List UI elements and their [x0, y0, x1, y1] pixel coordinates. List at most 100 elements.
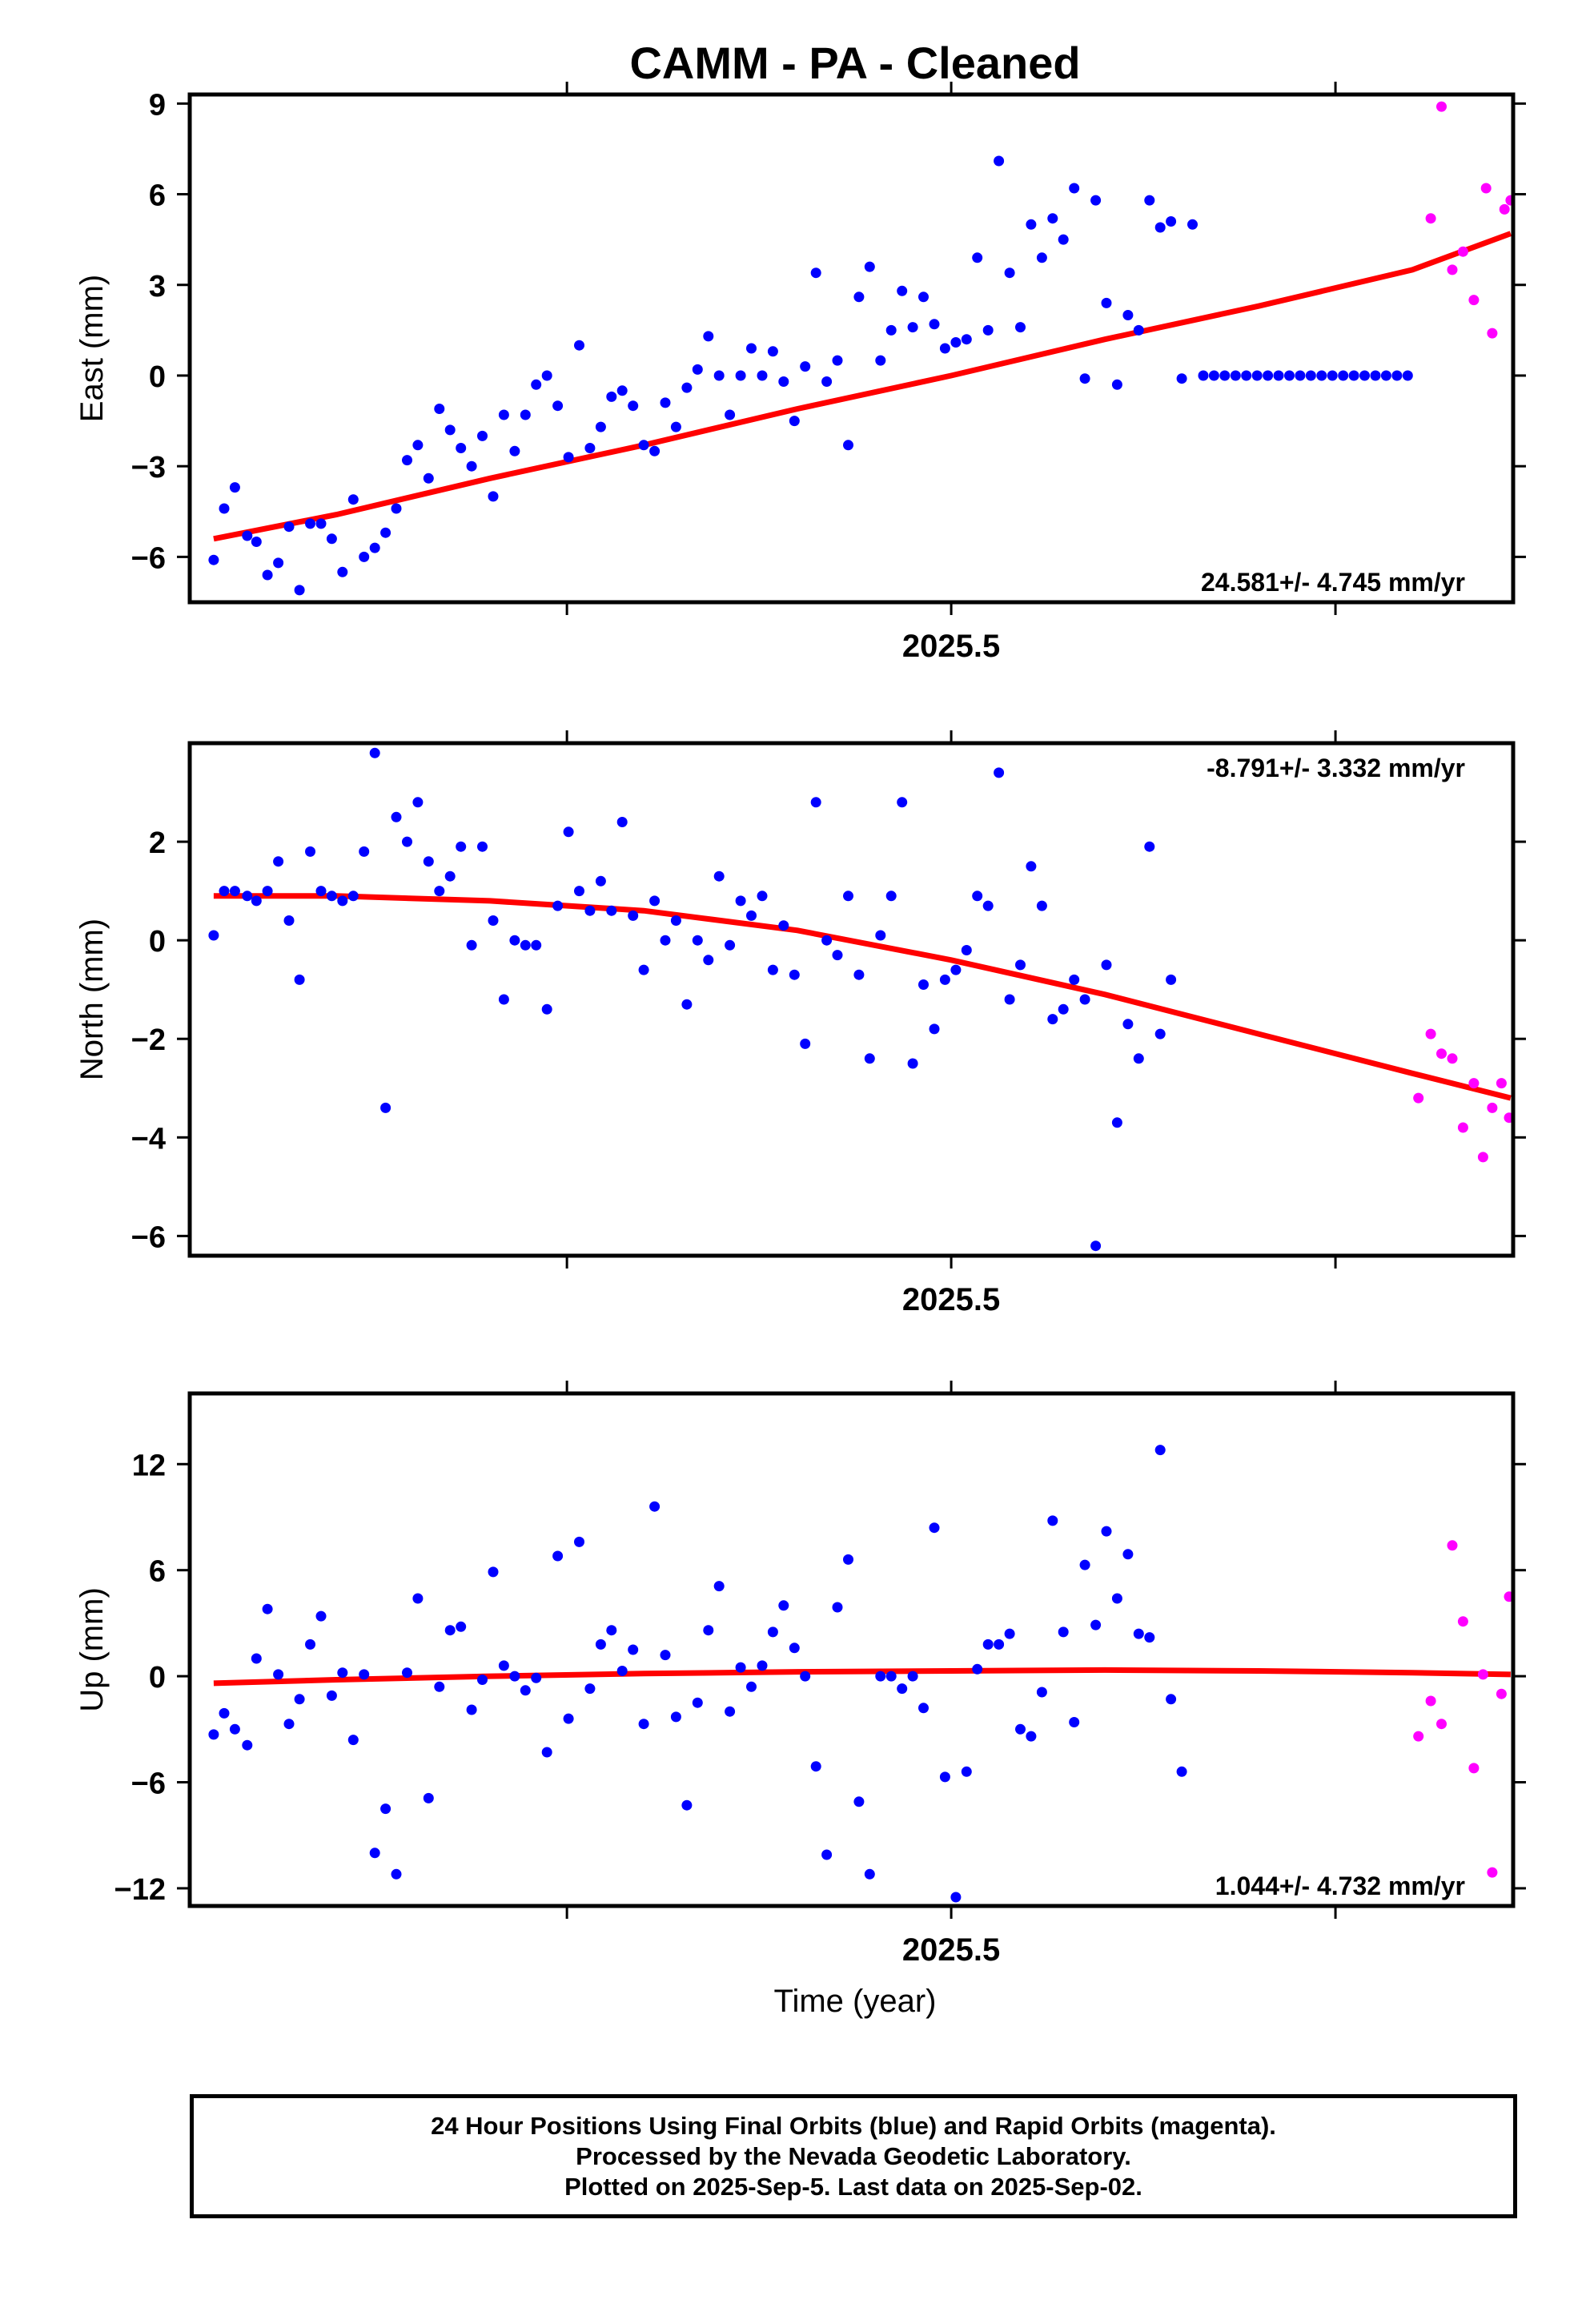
final-orbit-point	[1380, 370, 1391, 381]
rapid-orbit-point	[1447, 1540, 1458, 1551]
final-orbit-point	[670, 1711, 681, 1723]
rapid-orbit-point	[1504, 1591, 1513, 1602]
final-orbit-point	[498, 409, 509, 420]
final-orbit-point	[628, 400, 639, 412]
rapid-orbit-point	[1413, 1092, 1424, 1104]
final-orbit-point	[347, 891, 359, 902]
final-orbit-point	[649, 1501, 661, 1512]
final-orbit-point	[1069, 1717, 1080, 1727]
final-orbit-point	[1316, 370, 1327, 381]
final-orbit-point	[315, 518, 327, 529]
y-axis-label: North (mm)	[74, 919, 110, 1080]
final-orbit-point	[703, 1625, 714, 1636]
final-orbit-point	[789, 416, 800, 427]
final-orbit-point	[326, 891, 337, 902]
final-orbit-point	[1133, 1053, 1144, 1064]
rapid-orbit-point	[1436, 101, 1447, 112]
final-orbit-point	[1359, 370, 1370, 381]
y-tick-label: 2	[149, 826, 166, 860]
final-orbit-point	[488, 1566, 499, 1578]
final-orbit-point	[456, 443, 467, 453]
final-orbit-point	[692, 935, 703, 946]
final-orbit-point	[864, 1053, 875, 1064]
final-orbit-point	[251, 1653, 262, 1664]
final-orbit-point	[982, 324, 994, 336]
final-orbit-point	[1047, 1014, 1058, 1025]
footer-line-2: Processed by the Nevada Geodetic Laborat…	[576, 2142, 1131, 2170]
y-tick-label: 12	[132, 1449, 166, 1482]
final-orbit-point	[961, 334, 972, 345]
final-orbit-point	[273, 557, 284, 569]
final-orbit-point	[283, 915, 295, 926]
final-orbit-point	[444, 1625, 456, 1636]
final-orbit-point	[918, 979, 929, 990]
rapid-orbit-point	[1425, 1028, 1436, 1039]
x-tick-label: 2025.5	[902, 1282, 1000, 1317]
final-orbit-point	[961, 945, 972, 955]
final-orbit-point	[219, 886, 230, 897]
final-orbit-point	[606, 1625, 617, 1636]
final-orbit-point	[412, 440, 424, 451]
final-orbit-point	[456, 1621, 467, 1632]
final-orbit-point	[1198, 370, 1209, 381]
y-tick-label: −6	[131, 1767, 166, 1801]
final-orbit-point	[423, 1792, 434, 1803]
panel-east: −6 −3 0 3 6 9 2025.5 East (mm) 24.581+/- 4.745 m…	[74, 82, 1526, 664]
final-orbit-point	[273, 856, 284, 867]
final-orbit-point	[939, 974, 950, 985]
final-orbit-point	[1111, 379, 1122, 390]
final-orbit-point	[456, 841, 467, 852]
final-orbit-point	[638, 1719, 649, 1730]
rapid-orbit-point	[1425, 1695, 1436, 1707]
final-orbit-point	[994, 155, 1005, 167]
final-orbit-point	[616, 817, 628, 827]
final-orbit-point	[1370, 370, 1381, 381]
final-orbit-point	[757, 370, 768, 381]
final-orbit-point	[1144, 841, 1155, 852]
final-orbit-point	[994, 1638, 1005, 1650]
final-orbit-point	[326, 533, 337, 545]
final-orbit-point	[1047, 1515, 1058, 1526]
plot-frame	[187, 92, 1516, 605]
final-orbit-point	[1015, 322, 1026, 333]
final-orbit-point	[1090, 1619, 1102, 1630]
final-orbit-point	[477, 841, 488, 852]
y-tick-label: 6	[149, 1555, 166, 1589]
final-orbit-point	[251, 537, 262, 547]
final-orbit-point	[735, 1662, 746, 1673]
x-tick-label: 2025.5	[902, 629, 1000, 664]
final-orbit-point	[681, 1799, 693, 1811]
rapid-orbit-point	[1496, 1078, 1507, 1089]
final-orbit-point	[1348, 370, 1359, 381]
final-orbit-point	[1166, 216, 1177, 227]
final-orbit-point	[681, 999, 693, 1010]
final-orbit-point	[950, 1892, 962, 1903]
final-orbit-point	[242, 530, 253, 541]
final-orbit-point	[574, 340, 584, 351]
final-orbit-point	[509, 1671, 520, 1682]
final-orbit-point	[907, 1671, 918, 1682]
final-orbit-point	[1154, 222, 1166, 233]
final-orbit-point	[1230, 370, 1241, 381]
final-orbit-point	[1122, 310, 1134, 320]
final-orbit-point	[1166, 1694, 1177, 1705]
footer-line-3: Plotted on 2025-Sep-5. Last data on 2025…	[564, 2173, 1142, 2201]
final-orbit-point	[1015, 959, 1026, 971]
final-orbit-point	[391, 503, 402, 514]
final-orbit-point	[660, 1650, 671, 1661]
rapid-orbit-point	[1457, 1616, 1468, 1627]
plot-frame	[187, 1391, 1516, 1908]
final-orbit-point	[982, 900, 994, 911]
final-orbit-point	[563, 452, 574, 463]
final-orbit-point	[1090, 195, 1102, 206]
final-orbit-point	[466, 1704, 477, 1715]
final-orbit-point	[1036, 252, 1047, 263]
final-orbit-point	[477, 430, 488, 441]
final-orbit-point	[1101, 1526, 1112, 1537]
y-tick-label: −2	[131, 1023, 166, 1057]
final-orbit-point	[810, 267, 821, 279]
final-orbit-point	[531, 939, 542, 951]
final-orbit-point	[692, 364, 703, 375]
final-orbit-point	[767, 1626, 778, 1638]
final-orbit-point	[347, 1735, 359, 1746]
